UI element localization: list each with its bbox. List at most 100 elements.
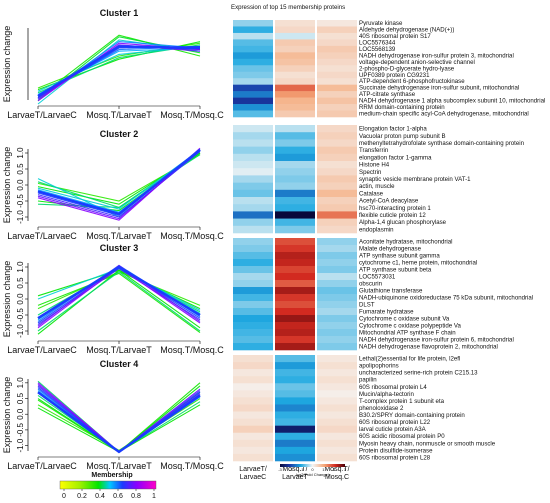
heatmap-cell — [233, 343, 273, 351]
heatmap-cell — [317, 446, 357, 455]
row-label: Glutathione transferase — [359, 287, 423, 294]
heatmap-cell — [275, 168, 315, 176]
cluster-panel: Cluster 1 Expression change LarvaeT/Larvae… — [2, 8, 224, 120]
heatmap-cell — [317, 91, 357, 98]
heatmap-cell — [275, 245, 315, 253]
heatmap-cell — [275, 84, 315, 92]
centroid-line — [37, 148, 201, 216]
colorbar-tick-label: 1 — [322, 467, 325, 472]
series-line — [37, 42, 201, 102]
row-label: Protein disulfide-isomerase — [359, 447, 433, 454]
row-label: Lethal(2)essential for life protein, l2e… — [359, 356, 460, 363]
heatmap-cell — [275, 439, 315, 448]
legend-title: Membership — [91, 472, 132, 479]
heatmap-cell — [233, 397, 273, 405]
row-label: elongation factor 1-gamma — [359, 154, 432, 161]
heatmap-cell — [317, 432, 357, 441]
heatmap-cell — [275, 446, 315, 455]
heatmap-cell — [317, 294, 357, 302]
row-label: LOC5573031 — [359, 273, 396, 280]
heatmap-cell — [317, 238, 357, 246]
heatmap-cell — [317, 397, 357, 405]
row-label: 60S acidic ribosomal protein P0 — [359, 433, 445, 440]
cluster-panel: Cluster 3 Expression change -1.0 -0.5 0.0 0.5… — [2, 243, 224, 355]
y-tick-label: 0.5 — [16, 392, 25, 404]
heatmap-cell — [317, 153, 357, 162]
legend-gradient — [59, 480, 157, 490]
heatmap-cell — [233, 439, 273, 448]
heatmap-cell — [275, 175, 315, 183]
heatmap-cell — [275, 383, 315, 391]
row-label: Vacuolar proton pump subunit B — [359, 133, 446, 140]
heatmap-cell — [317, 369, 357, 377]
row-label: Alpha-1,4 glucan phosphorylase — [359, 219, 447, 226]
series-line — [37, 45, 201, 97]
heatmap-cell — [233, 189, 273, 198]
heatmap-cell — [233, 175, 273, 183]
row-label: 60S ribosomal protein L22 — [359, 419, 431, 426]
heatmap-cell — [233, 411, 273, 419]
column-label: LarvaeT/ — [239, 466, 267, 473]
series-line — [37, 271, 201, 332]
row-label: actin, muscle — [359, 183, 395, 190]
heatmap-cell — [233, 211, 273, 219]
row-label: UPF0389 protein CG9231 — [359, 72, 430, 79]
heatmap-cell — [275, 132, 315, 140]
row-label: 2-phospho-D-glycerate hydro-lyase — [359, 65, 455, 72]
row-label: Malate dehydrogenase — [359, 245, 422, 252]
colorbar-tick-label: -2 — [289, 467, 293, 472]
heatmap-cell — [317, 139, 357, 147]
heatmap-cell — [233, 58, 273, 66]
heatmap-cell — [233, 26, 273, 34]
heatmap-cell — [317, 189, 357, 198]
colorbar-tick-label: 2 — [333, 467, 336, 472]
heatmap-cell — [233, 383, 273, 391]
x-tick-label: Mosq.T/LarvaeT — [86, 461, 152, 471]
row-label: NADH-ubiquinone oxidoreductase 75 kDa su… — [359, 294, 533, 301]
heatmap-cell — [233, 71, 273, 79]
heatmap-cell — [233, 225, 273, 234]
heatmap-cell — [233, 376, 273, 384]
heatmap-cell — [275, 252, 315, 260]
heatmap-cell — [317, 329, 357, 337]
row-label: RRM domain-containing protein — [359, 104, 445, 111]
row-label: Myosin heavy chain, nonmuscle or smooth … — [359, 440, 496, 447]
heatmap-cell — [317, 301, 357, 309]
heatmap-cell — [317, 125, 357, 133]
heatmap-cell — [317, 343, 357, 351]
heatmap-cell — [317, 204, 357, 212]
y-tick-label: -0.5 — [16, 422, 25, 436]
heatmap-cell — [317, 168, 357, 176]
heatmap-cell — [275, 182, 315, 191]
heatmap-cell — [233, 355, 273, 363]
heatmap-cell — [275, 65, 315, 73]
heatmap-cell — [233, 287, 273, 295]
heatmap-cell — [275, 266, 315, 274]
row-label: apolipophorins — [359, 363, 399, 370]
x-tick-label: Mosq.T/LarvaeT — [86, 345, 152, 355]
y-tick-label: 1.0 — [16, 261, 25, 273]
row-label: phenoloxidase 2 — [359, 405, 404, 412]
heatmap-cell — [275, 355, 315, 363]
row-label: uncharacterized serine-rich protein C215… — [359, 370, 478, 377]
heatmap-cell — [233, 322, 273, 330]
row-label: Mucin/alpha-tectorin — [359, 391, 414, 398]
heatmap-cell — [317, 404, 357, 412]
row-label: Succinate dehydrogenase iron-sulfur subu… — [359, 85, 519, 92]
row-label: ATP-dependent 6-phosphofructokinase — [359, 78, 465, 85]
heatmap-cell — [317, 383, 357, 391]
legend-tick-label: 0.2 — [77, 493, 87, 500]
heatmap-cell — [317, 355, 357, 363]
heatmap-cell — [317, 78, 357, 85]
row-label: LOC5576344 — [359, 39, 396, 46]
heatmap-cell — [317, 175, 357, 183]
y-axis-label: Expression change — [2, 377, 12, 454]
heatmap-cell — [275, 104, 315, 111]
heatmap-group: Lethal(2)essential for life protein, l2e… — [233, 355, 496, 461]
heatmap-cell — [317, 197, 357, 205]
heatmap-cell — [233, 259, 273, 267]
column-label: Mosq.C — [325, 474, 349, 481]
heatmap-cell — [317, 362, 357, 370]
heatmap-cell — [233, 218, 273, 227]
y-axis-label: Expression change — [2, 147, 12, 224]
